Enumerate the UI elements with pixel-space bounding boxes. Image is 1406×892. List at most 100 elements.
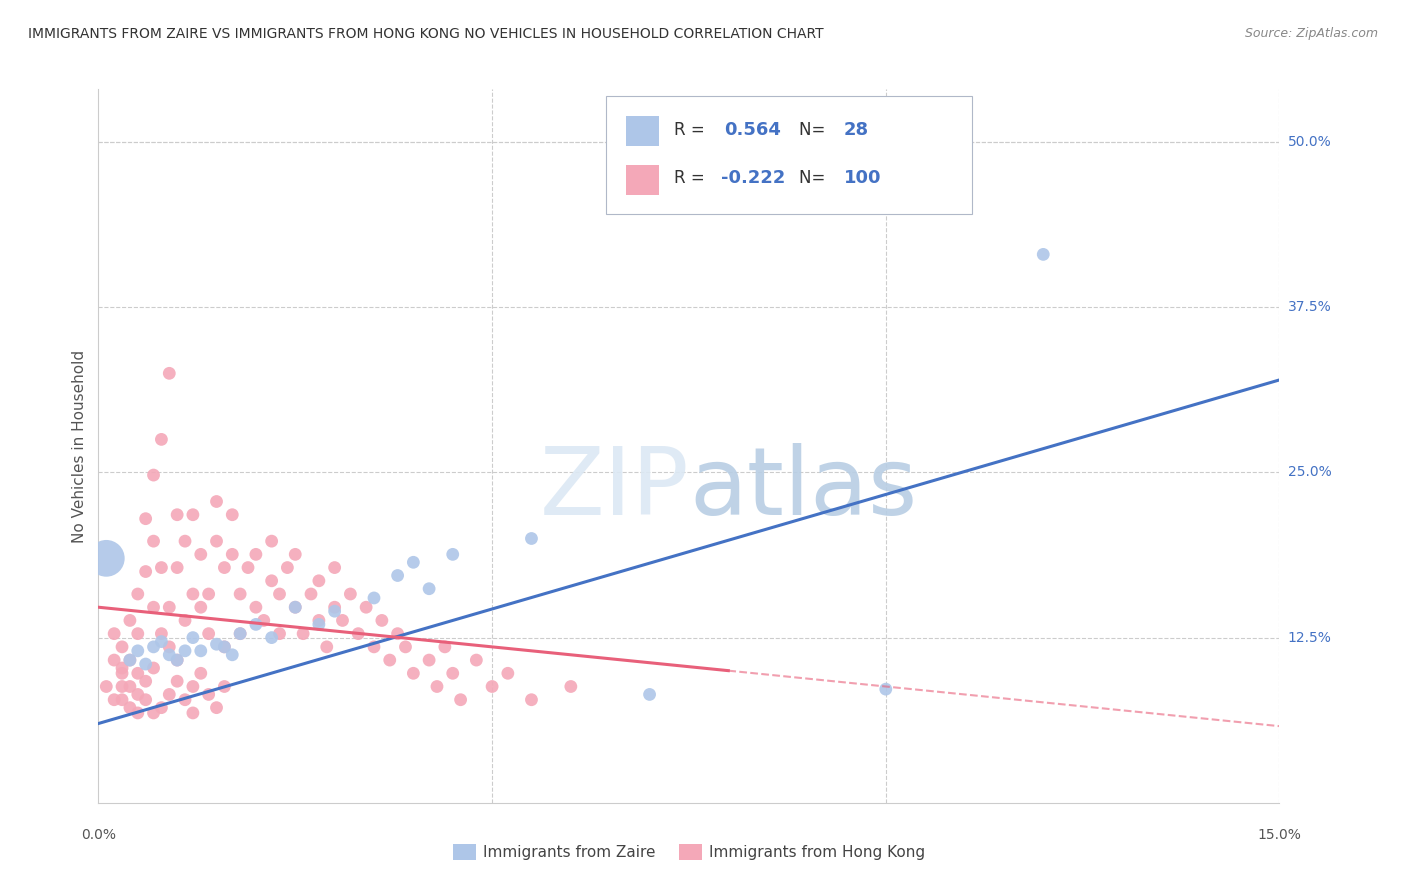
Point: [402, 555, 425, 569]
Point: [111, 666, 134, 681]
Point: [118, 680, 141, 694]
Point: [127, 626, 149, 640]
Point: [332, 614, 354, 628]
Point: [418, 653, 440, 667]
Point: [347, 626, 370, 640]
Point: [465, 653, 488, 667]
Point: [190, 644, 212, 658]
Point: [150, 700, 173, 714]
Point: [127, 587, 149, 601]
Point: [166, 674, 188, 689]
Text: R =: R =: [673, 121, 710, 139]
Point: [214, 640, 236, 654]
Text: R =: R =: [673, 169, 710, 187]
Point: [127, 666, 149, 681]
Point: [166, 508, 188, 522]
Text: 15.0%: 15.0%: [1257, 828, 1302, 842]
Point: [260, 574, 283, 588]
Text: 100: 100: [844, 169, 882, 187]
Point: [308, 614, 330, 628]
Point: [118, 700, 141, 714]
Point: [157, 600, 180, 615]
Point: [481, 680, 503, 694]
Point: [323, 600, 346, 615]
Point: [205, 534, 228, 549]
Point: [394, 640, 416, 654]
Point: [111, 661, 134, 675]
Point: [135, 511, 157, 525]
Point: [387, 626, 409, 640]
Point: [269, 626, 291, 640]
Point: [260, 631, 283, 645]
Point: [245, 547, 267, 561]
Point: [197, 587, 219, 601]
Point: [253, 614, 276, 628]
Text: Source: ZipAtlas.com: Source: ZipAtlas.com: [1244, 27, 1378, 40]
FancyBboxPatch shape: [606, 96, 973, 214]
Text: 50.0%: 50.0%: [1288, 135, 1331, 149]
Point: [638, 688, 661, 702]
Point: [142, 534, 165, 549]
Point: [150, 433, 173, 447]
Bar: [626, 116, 659, 146]
Point: [174, 534, 197, 549]
Point: [157, 367, 180, 381]
Point: [260, 534, 283, 549]
Text: atlas: atlas: [689, 442, 917, 535]
Point: [157, 688, 180, 702]
Text: ZIP: ZIP: [540, 442, 689, 535]
Point: [269, 587, 291, 601]
Point: [245, 600, 267, 615]
Point: [205, 700, 228, 714]
Point: [229, 587, 252, 601]
Point: [103, 653, 125, 667]
Point: [127, 644, 149, 658]
Point: [135, 674, 157, 689]
Text: N=: N=: [799, 169, 831, 187]
Point: [339, 587, 361, 601]
Point: [111, 692, 134, 706]
Point: [190, 547, 212, 561]
Point: [127, 688, 149, 702]
Text: 0.0%: 0.0%: [82, 828, 115, 842]
Point: [142, 468, 165, 483]
Point: [150, 560, 173, 574]
Point: [323, 560, 346, 574]
Point: [197, 626, 219, 640]
Point: [174, 614, 197, 628]
Point: [103, 626, 125, 640]
Point: [118, 614, 141, 628]
Point: [190, 666, 212, 681]
Point: [150, 626, 173, 640]
Point: [118, 653, 141, 667]
Point: [221, 508, 243, 522]
Point: [229, 626, 252, 640]
Point: [118, 653, 141, 667]
Point: [174, 692, 197, 706]
Point: [157, 640, 180, 654]
Text: 25.0%: 25.0%: [1288, 466, 1331, 479]
Point: [308, 574, 330, 588]
Point: [181, 680, 204, 694]
Text: 12.5%: 12.5%: [1288, 631, 1331, 645]
Text: -0.222: -0.222: [721, 169, 785, 187]
Point: [190, 600, 212, 615]
Point: [174, 644, 197, 658]
Point: [214, 560, 236, 574]
Point: [354, 600, 377, 615]
Text: 28: 28: [844, 121, 869, 139]
Point: [433, 640, 456, 654]
Point: [103, 692, 125, 706]
Point: [197, 688, 219, 702]
Point: [135, 692, 157, 706]
Point: [135, 565, 157, 579]
Point: [96, 551, 118, 566]
Point: [221, 648, 243, 662]
Point: [292, 626, 315, 640]
Point: [111, 640, 134, 654]
Point: [378, 653, 401, 667]
Point: [214, 640, 236, 654]
Point: [441, 666, 464, 681]
Point: [284, 600, 307, 615]
Point: [299, 587, 322, 601]
